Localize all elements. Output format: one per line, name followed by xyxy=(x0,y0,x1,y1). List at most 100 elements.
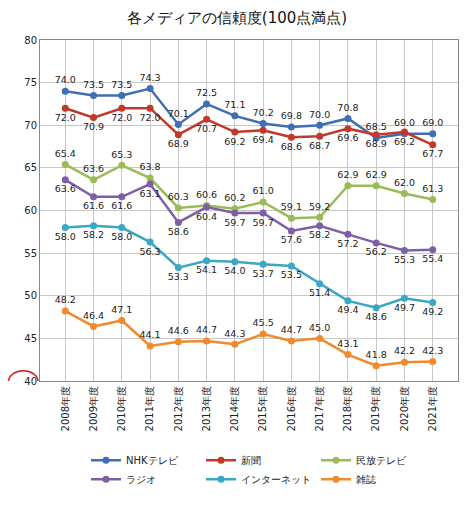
svg-text:56.2: 56.2 xyxy=(366,246,387,257)
svg-text:61.6: 61.6 xyxy=(111,200,132,211)
svg-text:69.8: 69.8 xyxy=(281,110,302,121)
svg-text:59.1: 59.1 xyxy=(281,201,302,212)
svg-text:55: 55 xyxy=(24,248,37,259)
svg-text:各メディアの信頼度(100点満点): 各メディアの信頼度(100点満点) xyxy=(127,9,347,27)
svg-text:42.2: 42.2 xyxy=(394,345,415,356)
svg-text:59.7: 59.7 xyxy=(253,217,274,228)
svg-text:60: 60 xyxy=(24,205,37,216)
svg-text:72.0: 72.0 xyxy=(111,112,132,123)
svg-text:69.0: 69.0 xyxy=(422,117,443,128)
svg-text:68.6: 68.6 xyxy=(281,141,302,152)
svg-text:48.6: 48.6 xyxy=(366,311,387,322)
svg-text:68.9: 68.9 xyxy=(168,138,189,149)
svg-text:72.0: 72.0 xyxy=(139,112,160,123)
svg-text:新聞: 新聞 xyxy=(241,455,261,466)
svg-text:70.9: 70.9 xyxy=(83,121,104,132)
svg-text:41.8: 41.8 xyxy=(366,349,387,360)
svg-text:50: 50 xyxy=(24,290,37,301)
svg-text:71.1: 71.1 xyxy=(224,99,245,110)
svg-text:58.0: 58.0 xyxy=(55,231,76,242)
svg-text:45.5: 45.5 xyxy=(253,317,274,328)
svg-text:雑誌: 雑誌 xyxy=(356,474,376,485)
svg-text:47.1: 47.1 xyxy=(111,304,132,315)
svg-text:2014年度: 2014年度 xyxy=(229,386,240,431)
svg-text:60.4: 60.4 xyxy=(196,211,217,222)
svg-text:2018年度: 2018年度 xyxy=(342,386,353,431)
svg-text:73.5: 73.5 xyxy=(111,79,132,90)
svg-text:69.2: 69.2 xyxy=(224,136,245,147)
svg-text:2009年度: 2009年度 xyxy=(88,386,99,431)
svg-text:51.4: 51.4 xyxy=(309,287,330,298)
svg-text:44.7: 44.7 xyxy=(281,324,302,335)
svg-text:69.0: 69.0 xyxy=(394,117,415,128)
svg-text:42.3: 42.3 xyxy=(422,345,443,356)
svg-text:46.4: 46.4 xyxy=(83,310,104,321)
svg-text:62.9: 62.9 xyxy=(366,169,387,180)
svg-text:72.0: 72.0 xyxy=(55,112,76,123)
svg-text:69.2: 69.2 xyxy=(394,136,415,147)
svg-text:58.6: 58.6 xyxy=(168,226,189,237)
svg-text:62.0: 62.0 xyxy=(394,177,415,188)
svg-text:2011年度: 2011年度 xyxy=(144,386,155,431)
svg-text:75: 75 xyxy=(24,77,37,88)
svg-text:62.9: 62.9 xyxy=(337,169,358,180)
svg-text:民放テレビ: 民放テレビ xyxy=(356,455,407,466)
svg-text:55.4: 55.4 xyxy=(422,253,443,264)
svg-text:70.1: 70.1 xyxy=(168,108,189,119)
svg-text:2016年度: 2016年度 xyxy=(286,386,297,431)
svg-text:45: 45 xyxy=(24,333,37,344)
svg-text:68.9: 68.9 xyxy=(366,138,387,149)
svg-text:70.8: 70.8 xyxy=(337,102,358,113)
svg-text:53.5: 53.5 xyxy=(281,269,302,280)
svg-text:80: 80 xyxy=(24,35,37,46)
svg-text:65.3: 65.3 xyxy=(111,149,132,160)
svg-text:65: 65 xyxy=(24,162,37,173)
svg-text:43.1: 43.1 xyxy=(337,338,358,349)
svg-text:63.6: 63.6 xyxy=(83,163,104,174)
svg-text:2015年度: 2015年度 xyxy=(257,386,268,431)
svg-text:61.0: 61.0 xyxy=(253,185,274,196)
svg-text:65.4: 65.4 xyxy=(55,148,76,159)
svg-text:70.7: 70.7 xyxy=(196,123,217,134)
svg-text:44.6: 44.6 xyxy=(168,325,189,336)
svg-text:58.2: 58.2 xyxy=(309,229,330,240)
svg-text:61.3: 61.3 xyxy=(422,183,443,194)
svg-text:2008年度: 2008年度 xyxy=(60,386,71,431)
svg-text:63.6: 63.6 xyxy=(55,183,76,194)
svg-text:44.1: 44.1 xyxy=(139,329,160,340)
svg-text:2013年度: 2013年度 xyxy=(201,386,212,431)
svg-text:2017年度: 2017年度 xyxy=(314,386,325,431)
svg-text:61.6: 61.6 xyxy=(83,200,104,211)
svg-text:60.6: 60.6 xyxy=(196,189,217,200)
svg-text:53.7: 53.7 xyxy=(253,268,274,279)
svg-text:63.8: 63.8 xyxy=(139,161,160,172)
svg-text:54.0: 54.0 xyxy=(224,265,245,276)
svg-text:49.7: 49.7 xyxy=(394,302,415,313)
svg-text:2010年度: 2010年度 xyxy=(116,386,127,431)
svg-text:55.3: 55.3 xyxy=(394,254,415,265)
svg-text:54.1: 54.1 xyxy=(196,264,217,275)
svg-text:ラジオ: ラジオ xyxy=(126,474,156,485)
svg-text:49.4: 49.4 xyxy=(337,304,358,315)
svg-text:68.7: 68.7 xyxy=(309,140,330,151)
svg-text:53.3: 53.3 xyxy=(168,271,189,282)
svg-text:59.7: 59.7 xyxy=(224,217,245,228)
svg-text:60.2: 60.2 xyxy=(224,192,245,203)
svg-text:48.2: 48.2 xyxy=(55,294,76,305)
svg-text:69.6: 69.6 xyxy=(337,132,358,143)
svg-text:60.3: 60.3 xyxy=(168,191,189,202)
svg-text:2012年度: 2012年度 xyxy=(173,386,184,431)
svg-text:70.0: 70.0 xyxy=(309,109,330,120)
svg-text:40: 40 xyxy=(24,376,37,387)
svg-text:67.7: 67.7 xyxy=(422,148,443,159)
svg-text:56.3: 56.3 xyxy=(139,246,160,257)
svg-text:44.7: 44.7 xyxy=(196,324,217,335)
svg-text:44.3: 44.3 xyxy=(224,328,245,339)
svg-text:74.3: 74.3 xyxy=(139,72,160,83)
svg-text:59.2: 59.2 xyxy=(309,201,330,212)
svg-text:57.6: 57.6 xyxy=(281,234,302,245)
svg-text:2020年度: 2020年度 xyxy=(399,386,410,431)
svg-text:57.2: 57.2 xyxy=(337,238,358,249)
svg-text:2021年度: 2021年度 xyxy=(427,386,438,431)
svg-text:72.5: 72.5 xyxy=(196,87,217,98)
